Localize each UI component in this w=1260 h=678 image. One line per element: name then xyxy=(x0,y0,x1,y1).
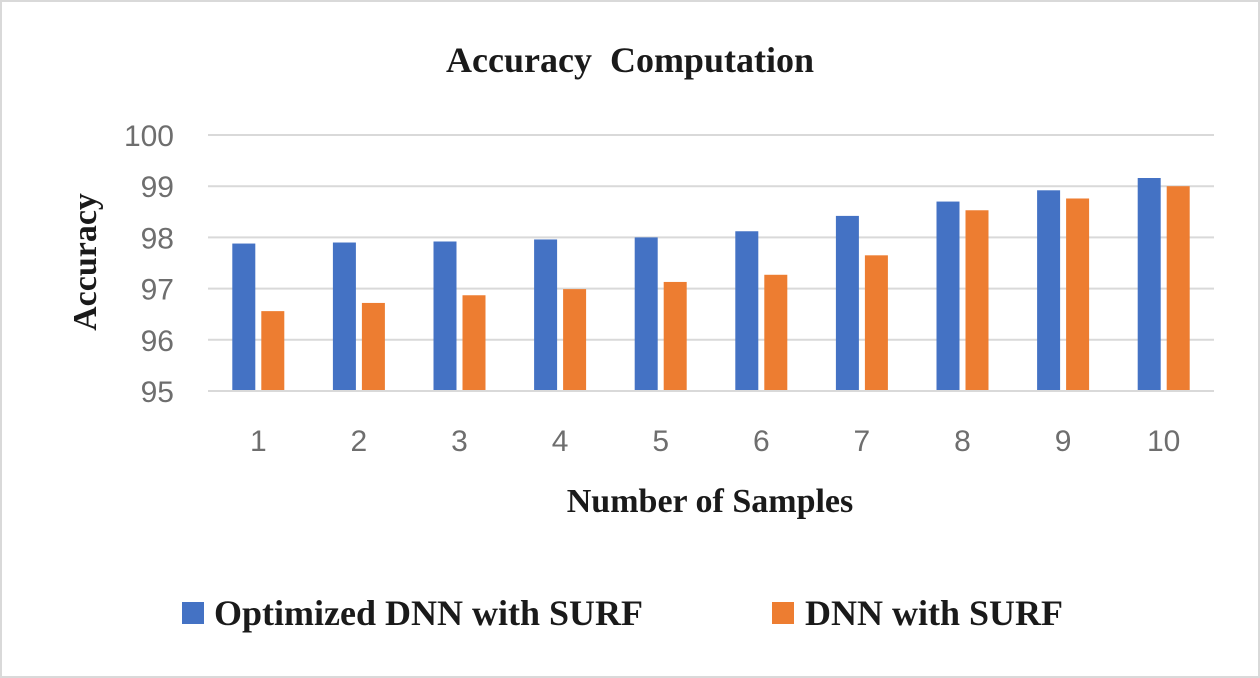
bar-optimized-dnn xyxy=(936,201,960,391)
y-tick-label: 96 xyxy=(141,325,174,358)
bar-optimized-dnn xyxy=(534,239,558,391)
x-tick-label: 10 xyxy=(1147,425,1180,458)
x-axis-label: Number of Samples xyxy=(567,483,854,520)
bar-optimized-dnn xyxy=(1037,190,1061,391)
x-tick-label: 7 xyxy=(854,425,871,458)
bars xyxy=(232,178,1190,391)
bar-dnn xyxy=(764,274,788,391)
x-tick-label: 9 xyxy=(1055,425,1072,458)
legend-label-dnn: DNN with SURF xyxy=(805,593,1063,633)
x-tick-label: 1 xyxy=(250,425,267,458)
bar-dnn xyxy=(261,311,285,391)
bar-dnn xyxy=(965,210,989,391)
y-axis-ticks: 95 96 97 98 99 100 xyxy=(124,120,174,409)
bar-dnn xyxy=(462,295,486,391)
bar-optimized-dnn xyxy=(634,237,658,391)
bar-optimized-dnn xyxy=(1137,178,1161,391)
legend: Optimized DNN with SURF DNN with SURF xyxy=(182,593,1063,633)
x-tick-label: 6 xyxy=(753,425,770,458)
bar-dnn xyxy=(1066,198,1090,391)
bar-dnn xyxy=(361,302,385,391)
bar-optimized-dnn xyxy=(735,231,759,391)
y-tick-label: 100 xyxy=(124,120,174,153)
y-axis-label: Accuracy xyxy=(67,193,104,331)
bar-optimized-dnn xyxy=(232,243,256,391)
x-tick-label: 2 xyxy=(351,425,368,458)
bar-dnn xyxy=(864,255,888,391)
bar-optimized-dnn xyxy=(433,241,457,391)
y-tick-label: 95 xyxy=(141,376,174,409)
y-tick-label: 99 xyxy=(141,171,174,204)
x-tick-label: 5 xyxy=(652,425,669,458)
x-tick-label: 4 xyxy=(552,425,569,458)
legend-swatch-dnn xyxy=(772,602,794,624)
x-tick-label: 3 xyxy=(451,425,468,458)
bar-dnn xyxy=(1166,186,1190,391)
legend-label-optimized-dnn: Optimized DNN with SURF xyxy=(214,593,643,633)
chart-title: Accuracy Computation xyxy=(446,40,814,80)
y-tick-label: 98 xyxy=(141,222,174,255)
x-tick-label: 8 xyxy=(954,425,971,458)
bar-optimized-dnn xyxy=(332,242,356,391)
bar-optimized-dnn xyxy=(835,215,859,391)
x-axis-ticks: 1 2 3 4 5 6 7 8 9 10 xyxy=(250,425,1180,458)
bar-dnn xyxy=(563,289,587,391)
bar-dnn xyxy=(663,281,687,391)
legend-swatch-optimized-dnn xyxy=(182,602,204,624)
y-tick-label: 97 xyxy=(141,274,174,307)
gridlines xyxy=(208,134,1214,392)
